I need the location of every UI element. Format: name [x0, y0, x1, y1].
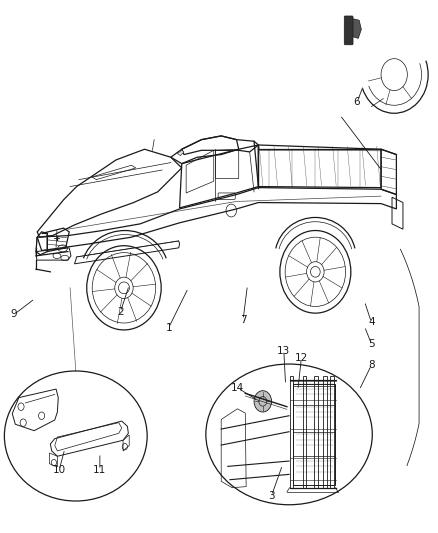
Text: 4: 4	[368, 318, 375, 327]
Polygon shape	[177, 150, 184, 156]
Text: 5: 5	[368, 339, 375, 349]
Text: 3: 3	[268, 491, 275, 500]
Text: 6: 6	[353, 98, 360, 107]
Text: 2: 2	[117, 307, 124, 317]
Text: 12: 12	[295, 353, 308, 363]
Text: 9: 9	[11, 310, 18, 319]
Bar	[303, 376, 306, 488]
Text: 14: 14	[231, 383, 244, 393]
Text: 13: 13	[277, 346, 290, 356]
Text: 10: 10	[53, 465, 66, 475]
Bar	[293, 384, 335, 485]
Text: 1: 1	[165, 323, 172, 333]
FancyBboxPatch shape	[344, 16, 353, 45]
Bar	[314, 376, 318, 488]
Bar	[290, 376, 293, 488]
Bar	[330, 376, 334, 488]
Circle shape	[254, 391, 272, 412]
Text: 11: 11	[93, 465, 106, 475]
Text: 7: 7	[240, 315, 247, 325]
Bar	[323, 376, 327, 488]
Polygon shape	[346, 19, 361, 38]
Text: 8: 8	[368, 360, 375, 370]
